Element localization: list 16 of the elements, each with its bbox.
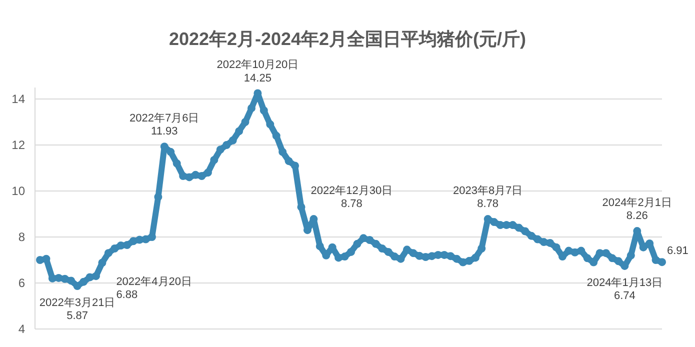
data-label: 2022年10月20日 14.25 xyxy=(216,59,299,84)
y-tick-label: 12 xyxy=(12,138,26,152)
data-label: 2022年7月6日 11.93 xyxy=(130,112,200,138)
data-label: 2022年12月30日 8.78 xyxy=(310,184,393,210)
data-label: 2022年4月20日 6.88 xyxy=(116,276,192,301)
y-tick-label: 14 xyxy=(12,92,26,106)
data-label: 6.91 xyxy=(667,245,688,258)
y-tick-label: 8 xyxy=(18,230,26,244)
data-label: 2023年8月7日 8.78 xyxy=(452,184,523,210)
y-tick-label: 6 xyxy=(18,276,26,290)
y-tick-label: 10 xyxy=(12,184,26,198)
data-label: 2024年2月1日 8.26 xyxy=(602,196,672,222)
data-label: 2022年3月21日 5.87 xyxy=(39,296,116,322)
y-tick-label: 4 xyxy=(18,322,26,336)
data-label: 2024年1月13日 6.74 xyxy=(586,276,663,302)
chart-title: 2022年2月-2024年2月全国日平均猪价(元/斤) xyxy=(168,29,526,49)
